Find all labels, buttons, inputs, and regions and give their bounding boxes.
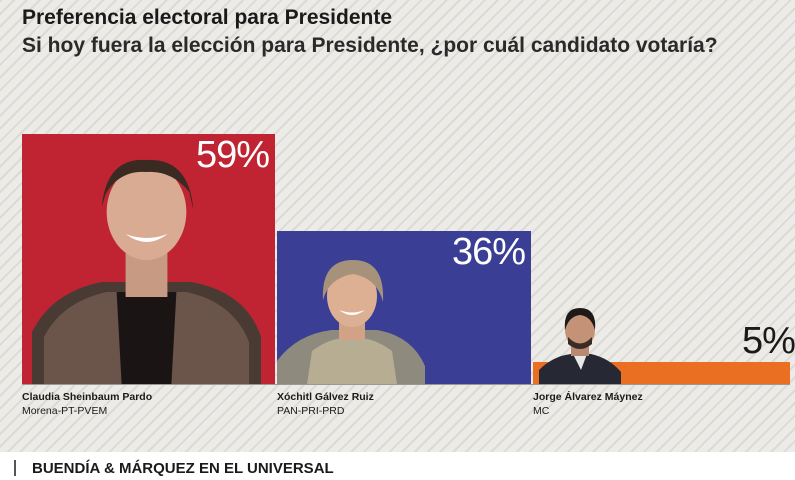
bar-galvez: 36%	[277, 231, 531, 384]
candidate-name-alvarez: Jorge Álvarez Máynez	[533, 391, 643, 403]
portrait-galvez	[277, 256, 427, 384]
portrait-alvarez	[535, 304, 625, 384]
bar-value-galvez: 36%	[451, 231, 526, 273]
source-credit: BUENDÍA & MÁRQUEZ EN EL UNIVERSAL	[32, 460, 334, 477]
chart-subtitle: Si hoy fuera la elección para Presidente…	[22, 34, 718, 57]
bar-sheinbaum: 59%	[22, 134, 275, 384]
chart-title: Preferencia electoral para Presidente	[22, 6, 393, 29]
candidate-party-sheinbaum: Morena-PT-PVEM	[22, 405, 108, 417]
chart-baseline	[22, 384, 790, 385]
chart-panel: Preferencia electoral para Presidente Si…	[0, 0, 795, 452]
candidate-party-galvez: PAN-PRI-PRD	[277, 405, 345, 417]
candidate-party-alvarez: MC	[533, 405, 550, 417]
source-divider	[14, 460, 16, 476]
bar-value-sheinbaum: 59%	[195, 134, 270, 176]
candidate-name-sheinbaum: Claudia Sheinbaum Pardo	[22, 391, 153, 403]
candidate-name-galvez: Xóchitl Gálvez Ruiz	[277, 391, 374, 403]
bar-value-alvarez: 5%	[742, 320, 795, 362]
portrait-sheinbaum	[22, 152, 275, 384]
